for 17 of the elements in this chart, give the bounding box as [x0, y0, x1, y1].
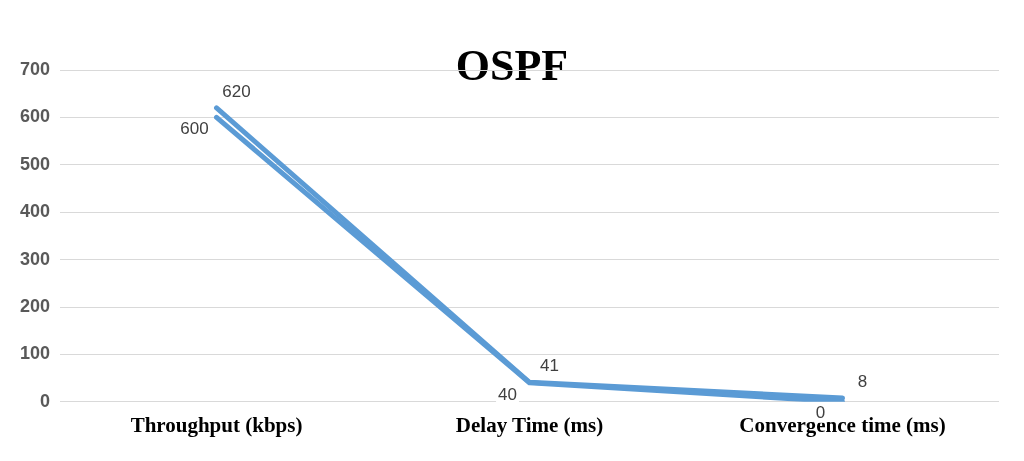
y-tick-label: 300	[19, 248, 51, 269]
data-label: 600	[180, 119, 209, 139]
x-tick-label: Throughput (kbps)	[130, 412, 303, 437]
x-tick-label: Delay Time (ms)	[455, 412, 604, 437]
y-tick-label: 100	[19, 343, 51, 364]
chart-title: OSPF	[455, 41, 569, 90]
y-tick-label: 0	[40, 390, 51, 411]
data-label: 8	[857, 371, 868, 391]
data-label: 40	[498, 384, 517, 404]
y-tick-label: 600	[19, 106, 51, 127]
y-tick-label: 400	[19, 201, 51, 222]
y-tick-label: 500	[19, 153, 51, 174]
data-label: 620	[222, 81, 251, 101]
data-label: 41	[540, 356, 559, 376]
data-label: 0	[815, 403, 826, 423]
y-tick-label: 700	[19, 58, 51, 79]
y-tick-label: 200	[19, 295, 51, 316]
